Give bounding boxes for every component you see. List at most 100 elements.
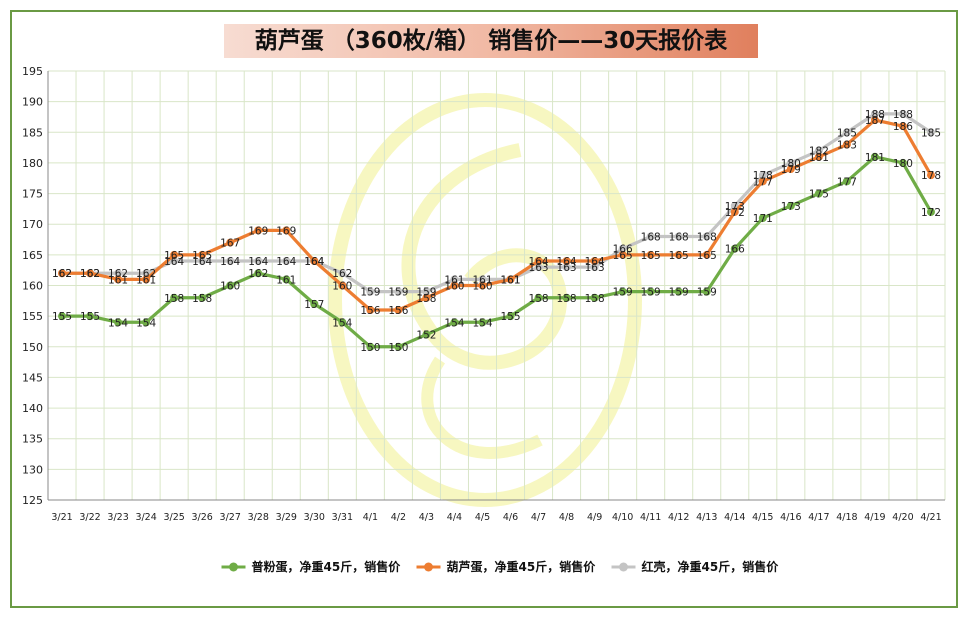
x-tick-label: 3/28 [248,512,269,523]
data-point [170,256,179,265]
data-label: 180 [781,158,801,170]
data-point [338,269,347,278]
data-label: 162 [52,268,72,280]
x-tick-label: 3/29 [276,512,297,523]
data-point [394,287,403,296]
chart-grid [47,70,946,501]
y-tick-label: 180 [22,157,43,170]
data-point [478,281,487,290]
data-point [674,287,683,296]
data-label: 159 [641,287,661,299]
data-label: 164 [585,256,605,268]
x-tick-label: 4/4 [447,512,462,523]
x-tick-label: 4/1 [363,512,378,523]
data-label: 160 [472,281,492,293]
data-point [562,263,571,272]
data-point [814,146,823,155]
data-label: 154 [472,317,492,329]
data-label: 188 [893,109,913,121]
data-point [422,287,431,296]
data-label: 162 [80,268,100,280]
x-tick-label: 4/15 [752,512,773,523]
x-tick-label: 4/2 [391,512,406,523]
x-tick-label: 4/20 [892,512,913,523]
data-point [58,312,67,321]
data-point [730,207,739,216]
data-label: 160 [332,281,352,293]
data-point [86,269,95,278]
data-point [758,214,767,223]
data-point [170,250,179,259]
data-label: 163 [585,262,605,274]
data-point [86,312,95,321]
data-point [450,281,459,290]
data-point [422,330,431,339]
data-point [870,152,879,161]
data-label: 173 [781,201,801,213]
x-tick-label: 4/14 [724,512,745,523]
data-point [814,152,823,161]
data-label: 164 [192,256,212,268]
data-point [310,299,319,308]
data-label: 158 [416,293,436,305]
data-point [926,171,935,180]
series-line-1 [62,155,933,349]
data-point [618,250,627,259]
data-point [562,293,571,302]
data-label: 178 [921,170,941,182]
data-label: 161 [500,274,520,286]
x-tick-label: 4/7 [531,512,546,523]
data-label: 155 [500,311,520,323]
data-label: 156 [388,305,408,317]
data-point [142,318,151,327]
data-label: 155 [52,311,72,323]
data-label: 178 [753,170,773,182]
data-label: 161 [276,274,296,286]
x-tick-label: 4/8 [559,512,574,523]
data-label: 162 [248,268,268,280]
data-label: 157 [304,299,324,311]
data-label: 186 [893,121,913,133]
data-label: 177 [753,176,773,188]
x-tick-label: 3/22 [79,512,100,523]
data-point [898,122,907,131]
x-tick-label: 3/21 [51,512,72,523]
data-label: 164 [557,256,577,268]
y-tick-label: 140 [22,402,43,415]
data-point [534,263,543,272]
data-label: 172 [921,207,941,219]
x-tick-label: 4/3 [419,512,434,523]
data-label: 165 [192,250,212,262]
x-tick-label: 3/25 [163,512,184,523]
data-label: 165 [613,250,633,262]
data-point [254,256,263,265]
data-point [422,293,431,302]
data-label: 163 [529,262,549,274]
data-point [534,256,543,265]
data-label: 168 [669,231,689,243]
x-tick-label: 4/19 [864,512,885,523]
data-point [702,250,711,259]
data-point [394,342,403,351]
data-label: 187 [865,115,885,127]
y-tick-label: 155 [22,310,43,323]
x-tick-label: 4/9 [587,512,602,523]
data-point [450,275,459,284]
data-point [114,275,123,284]
data-label: 180 [893,158,913,170]
data-point [618,244,627,253]
x-tick-label: 4/13 [696,512,717,523]
data-point [506,312,515,321]
data-point [646,250,655,259]
data-label: 172 [725,207,745,219]
data-label: 161 [444,274,464,286]
data-label: 166 [725,244,745,256]
data-point [786,165,795,174]
data-label: 154 [136,317,156,329]
data-label: 162 [136,268,156,280]
data-label: 162 [52,268,72,280]
data-point [926,207,935,216]
data-point [142,275,151,284]
data-label: 162 [108,268,128,280]
